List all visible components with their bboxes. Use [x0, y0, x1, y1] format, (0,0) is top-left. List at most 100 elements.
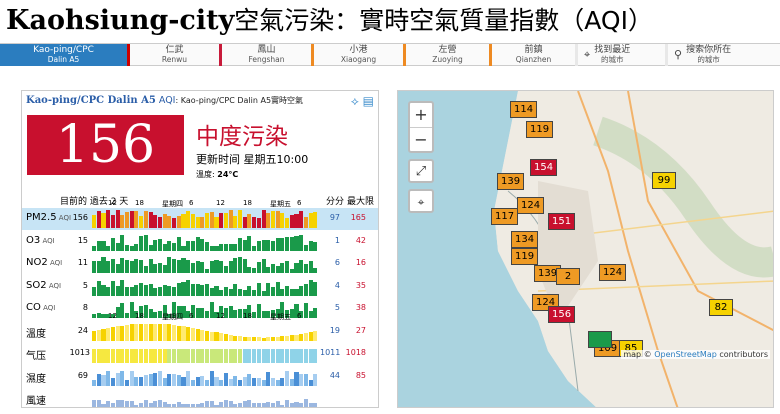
history-bars[interactable] — [92, 276, 318, 298]
history-bar — [299, 374, 304, 386]
aqi-map-marker[interactable]: 2 — [556, 268, 580, 285]
history-bars[interactable] — [92, 366, 318, 388]
history-bar — [256, 217, 261, 228]
tab-sublabel: 的城市 — [600, 55, 624, 64]
history-bar — [181, 349, 186, 363]
pollutant-name: 气压 — [26, 351, 46, 362]
history-bar — [124, 313, 130, 318]
history-bars[interactable] — [92, 231, 318, 253]
history-bar — [266, 402, 271, 407]
history-bar — [129, 401, 134, 407]
pollutant-row: SO2 AQI 5 4 35 — [22, 276, 378, 298]
panel-icons: ⟡ ▤ — [351, 94, 374, 109]
aqi-map-marker[interactable]: 151 — [548, 213, 576, 230]
history-bars[interactable]: 12 18 星期四 6 12 18 星期五 6 — [92, 199, 318, 230]
history-bar — [256, 261, 261, 273]
pollutant-tag: AQI — [56, 214, 72, 222]
history-bar — [275, 237, 280, 251]
tab-qianzhen[interactable]: 前鎮 Qianzhen — [492, 44, 578, 66]
zoom-in-button[interactable]: + — [410, 103, 432, 128]
history-bar — [205, 213, 210, 228]
panel-header: Kao-ping/CPC Dalin A5 AQI: Kao-ping/CPC … — [26, 95, 304, 106]
history-bar — [181, 214, 186, 228]
history-bar — [115, 307, 120, 318]
aqi-map-marker[interactable]: 139 — [497, 173, 525, 190]
history-bar — [256, 337, 261, 341]
aqi-map-marker[interactable]: 119 — [526, 121, 554, 138]
aqi-label: AQI — [158, 95, 176, 106]
history-bar — [153, 288, 158, 296]
aqi-map-marker[interactable]: 119 — [511, 248, 539, 265]
station-name[interactable]: Kao-ping/CPC Dalin A5 — [26, 95, 156, 106]
history-bar — [129, 370, 134, 386]
history-bar — [214, 260, 219, 273]
history-bars[interactable]: 12 18 星期四 6 12 18 星期五 6 — [92, 312, 318, 343]
pollutant-tag: AQI — [46, 281, 62, 290]
temperature-label: 溫度: — [196, 170, 215, 179]
history-bar — [242, 377, 247, 386]
tab-dalin[interactable]: Kao-ping/CPC Dalin A5 — [0, 44, 130, 66]
history-bar — [308, 403, 313, 407]
history-bar — [162, 264, 167, 273]
pollutant-label: 濕度 — [26, 370, 46, 385]
tab-xiaogang[interactable]: 小港 Xiaogang — [314, 44, 406, 66]
tab-renwu[interactable]: 仁武 Renwu — [130, 44, 222, 66]
history-bar — [167, 313, 172, 318]
search-city-button[interactable]: ⚲ 搜索你所在 的城市 — [668, 44, 780, 66]
find-nearest-button[interactable]: ⌖ 找到最近 的城市 — [578, 44, 668, 66]
locate-icon: ⌖ — [584, 48, 591, 61]
current-value: 69 — [77, 370, 88, 380]
temperature-readout: 溫度: 24°C — [196, 169, 238, 180]
osm-link[interactable]: OpenStreetMap — [654, 350, 717, 359]
time-tick: 18 — [135, 199, 144, 207]
aqi-map-marker[interactable]: 114 — [510, 101, 538, 118]
aqi-map-marker[interactable]: 134 — [511, 231, 539, 248]
history-bars[interactable] — [92, 253, 318, 275]
history-bar — [106, 401, 111, 407]
aqi-map-marker[interactable]: 124 — [517, 197, 545, 214]
aqi-map-marker[interactable]: 99 — [652, 172, 676, 189]
history-bar — [233, 258, 238, 273]
history-bar — [195, 403, 200, 407]
min-value: 19 — [329, 325, 340, 335]
history-bar — [280, 238, 285, 251]
history-bar — [205, 379, 210, 386]
history-bar — [101, 374, 106, 386]
aqi-map-marker[interactable]: 156 — [548, 306, 576, 323]
history-bar — [237, 349, 243, 363]
aqi-map-marker[interactable]: 82 — [709, 299, 733, 316]
max-value: 42 — [355, 235, 366, 245]
history-bar — [186, 279, 191, 296]
history-bars[interactable] — [92, 298, 318, 320]
tab-fengshan[interactable]: 鳳山 Fengshan — [222, 44, 314, 66]
tab-zuoying[interactable]: 左營 Zuoying — [406, 44, 492, 66]
history-bar — [233, 284, 238, 296]
station-map[interactable]: + − ⤢ ⌖ 114 119 154 139 124 117 151 134 119 139 2 1… — [397, 90, 774, 408]
history-bar — [110, 349, 115, 363]
history-bar — [223, 334, 228, 341]
locate-map-button[interactable]: ⌖ — [408, 189, 434, 213]
aqi-map-marker[interactable]: 117 — [491, 208, 519, 225]
map-pin-icon: ⌖ — [417, 195, 425, 209]
max-value: 16 — [355, 258, 366, 267]
embed-icon[interactable]: ▤ — [362, 94, 374, 108]
fullscreen-button[interactable]: ⤢ — [408, 159, 434, 183]
zoom-out-button[interactable]: − — [414, 130, 428, 149]
history-bars[interactable] — [92, 388, 318, 407]
share-icon[interactable]: ⟡ — [350, 94, 359, 108]
history-bar — [143, 266, 148, 273]
history-bar — [294, 236, 299, 251]
aqi-map-marker[interactable]: 154 — [530, 159, 558, 176]
history-bar — [195, 260, 200, 273]
history-bar — [223, 349, 228, 363]
aqi-map-marker[interactable]: 124 — [599, 264, 627, 281]
history-bar — [148, 211, 153, 228]
aqi-map-marker[interactable] — [588, 331, 612, 348]
history-bars[interactable] — [92, 343, 318, 365]
history-bar — [285, 349, 290, 363]
history-bar — [153, 215, 158, 228]
history-bar — [120, 349, 125, 363]
pollutant-row: 濕度 69 44 85 — [22, 366, 378, 388]
max-value: 38 — [355, 303, 366, 312]
history-bar — [205, 311, 210, 318]
